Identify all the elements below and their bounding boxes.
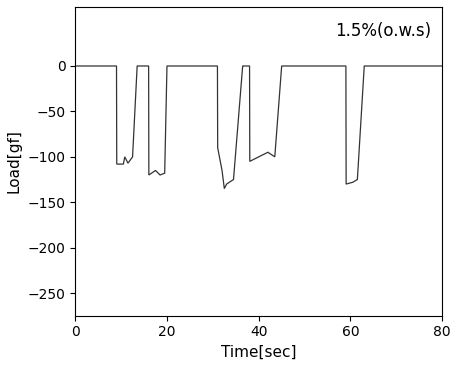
Y-axis label: Load[gf]: Load[gf]: [7, 130, 22, 193]
X-axis label: Time[sec]: Time[sec]: [221, 345, 296, 360]
Text: 1.5%(o.w.s): 1.5%(o.w.s): [335, 22, 431, 40]
